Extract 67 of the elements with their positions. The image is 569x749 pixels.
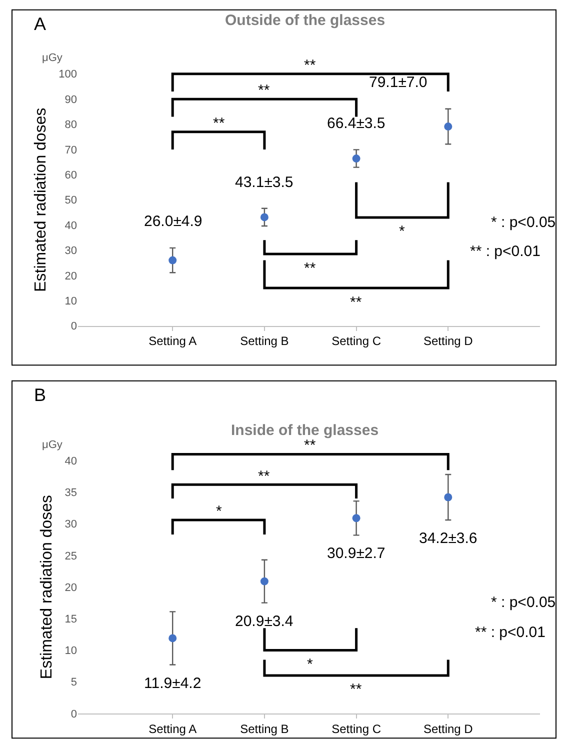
y-tick-label: 0 [70, 708, 77, 720]
data-label: 34.2±3.6 [419, 530, 478, 547]
point [260, 213, 268, 222]
text: μGy [42, 439, 63, 451]
y-tick-label: 70 [64, 144, 77, 156]
annotation: * [216, 503, 222, 520]
y-tick-label: 50 [64, 194, 77, 207]
data-label: 43.1±3.5 [235, 174, 294, 191]
x-tick-label: Setting B [240, 334, 289, 348]
text: ** [304, 437, 316, 454]
point [352, 514, 360, 522]
point [168, 634, 177, 642]
y-axis-title: Estimated radiation doses [38, 494, 56, 680]
y-tick-label: 30 [64, 518, 77, 531]
annotation: ** [304, 260, 316, 277]
text: μGy [42, 52, 63, 64]
chart-title: Outside of the glasses [225, 12, 386, 29]
y-tick-label: 40 [64, 455, 77, 468]
data-label: 11.9±4.2 [144, 675, 202, 692]
data-label: 79.1±7.0 [369, 74, 428, 91]
x-tick-label: Setting A [148, 722, 197, 736]
x-tick-label: Setting A [148, 334, 197, 348]
point [168, 256, 177, 264]
text: B [34, 385, 46, 405]
annotation: ** [350, 294, 362, 311]
point [352, 154, 360, 163]
data-label: 30.9±2.7 [327, 545, 386, 562]
x-tick-label: Setting D [423, 334, 474, 348]
annotation: * [399, 223, 405, 240]
text: A [34, 14, 46, 34]
data-label: 20.9±3.4 [235, 613, 294, 630]
y-axis-title: Estimated radiation doses [32, 108, 50, 292]
y-tick-label: 35 [64, 487, 77, 500]
x-tick-label: Setting C [332, 722, 382, 736]
annotation: ** [213, 115, 225, 132]
y-tick-label: 20 [64, 582, 77, 594]
x-tick-label: Setting D [423, 722, 474, 736]
annotation: ** : p<0.01 [475, 624, 546, 641]
annotation: ** [304, 57, 316, 74]
y-tick-label: 30 [64, 245, 77, 258]
x-tick-label: Setting C [332, 334, 382, 348]
y-tick-label: 25 [64, 550, 77, 562]
y-tick-label: 0 [70, 320, 77, 333]
point [444, 122, 452, 131]
y-tick-label: 15 [64, 613, 77, 626]
y-tick-label: 40 [64, 220, 77, 232]
point [260, 577, 268, 586]
y-tick-label: 80 [64, 119, 77, 132]
chart-title: Inside of the glasses [231, 422, 379, 439]
annotation: * : p<0.05 [491, 594, 556, 611]
annotation: * : p<0.05 [491, 214, 556, 231]
annotation: ** : p<0.01 [470, 243, 540, 260]
y-tick-label: 60 [64, 169, 77, 182]
data-label: 26.0±4.9 [144, 213, 202, 230]
y-tick-label: 20 [64, 270, 77, 282]
x-tick-label: Setting B [240, 722, 289, 736]
annotation: ** [258, 468, 270, 485]
annotation: ** [258, 82, 270, 99]
y-tick-label: 10 [64, 645, 77, 658]
y-tick-label: 10 [64, 295, 77, 308]
data-label: 66.4±3.5 [327, 115, 386, 132]
point [444, 493, 452, 502]
annotation: ** [350, 681, 362, 698]
y-tick-label: 5 [70, 676, 77, 689]
y-tick-label: 100 [58, 68, 77, 81]
annotation: * [307, 656, 313, 673]
y-tick-label: 90 [64, 94, 77, 106]
